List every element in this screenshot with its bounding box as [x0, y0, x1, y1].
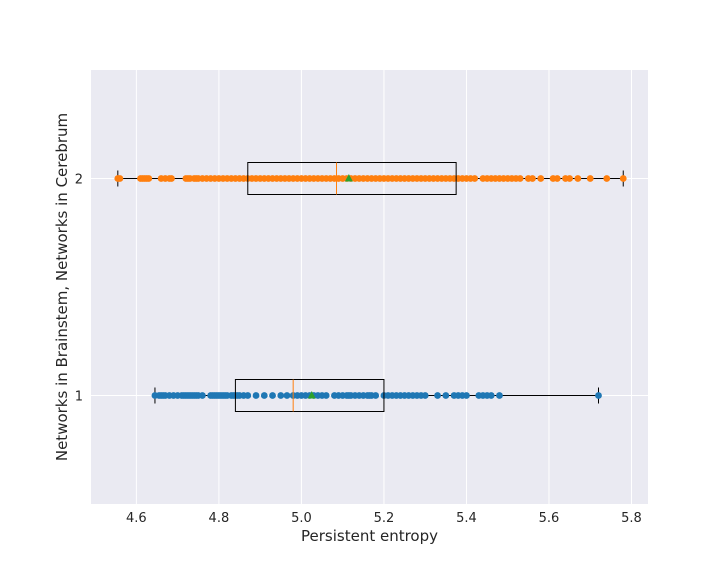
- data-point: [372, 392, 380, 399]
- x-tick-label: 5.4: [456, 511, 477, 526]
- data-point: [586, 175, 594, 182]
- data-point: [277, 392, 285, 399]
- plot-background: [91, 70, 648, 504]
- x-axis-label: Persistent entropy: [301, 527, 438, 545]
- mean-marker: [307, 391, 316, 399]
- data-point: [116, 175, 124, 182]
- data-point: [442, 392, 450, 399]
- data-point: [516, 175, 524, 182]
- x-tick-label: 5.2: [374, 511, 395, 526]
- x-tick-label: 4.8: [209, 511, 230, 526]
- data-point: [252, 392, 260, 399]
- box-series-1: [151, 379, 602, 412]
- y-axis-ticks: 12: [75, 173, 83, 405]
- iqr-box: [234, 379, 385, 412]
- y-axis-label: Networks in Brainstem, Networks in Cereb…: [53, 113, 71, 461]
- box-series-2: [114, 162, 627, 195]
- iqr-box: [247, 162, 457, 195]
- series-layer: [114, 162, 627, 412]
- data-point: [603, 175, 611, 182]
- data-point: [168, 175, 175, 182]
- x-tick-label: 5.6: [539, 511, 560, 526]
- data-point: [269, 392, 276, 399]
- data-point: [529, 175, 536, 182]
- data-point: [574, 175, 582, 182]
- data-point: [283, 392, 291, 399]
- data-point: [244, 392, 252, 399]
- mean-marker: [344, 174, 353, 182]
- data-point: [537, 175, 545, 182]
- data-point: [566, 175, 574, 182]
- data-point: [553, 175, 561, 182]
- data-point: [421, 392, 429, 399]
- data-point: [471, 175, 479, 182]
- data-point: [434, 392, 441, 399]
- x-tick-label: 5.8: [621, 511, 642, 526]
- y-tick-label: 1: [75, 390, 83, 405]
- data-point: [199, 392, 206, 399]
- data-point: [463, 392, 470, 399]
- x-tick-label: 5.0: [291, 511, 312, 526]
- data-point: [322, 392, 330, 399]
- data-point: [487, 392, 495, 399]
- data-point: [619, 175, 627, 182]
- data-point: [496, 392, 503, 399]
- x-axis-ticks: 4.6 4.8 5.0 5.2 5.4 5.6 5.8: [126, 511, 642, 526]
- x-tick-label: 4.6: [126, 511, 147, 526]
- data-point: [260, 392, 268, 399]
- data-point: [595, 392, 602, 399]
- data-point: [145, 175, 153, 182]
- y-tick-label: 2: [75, 173, 83, 188]
